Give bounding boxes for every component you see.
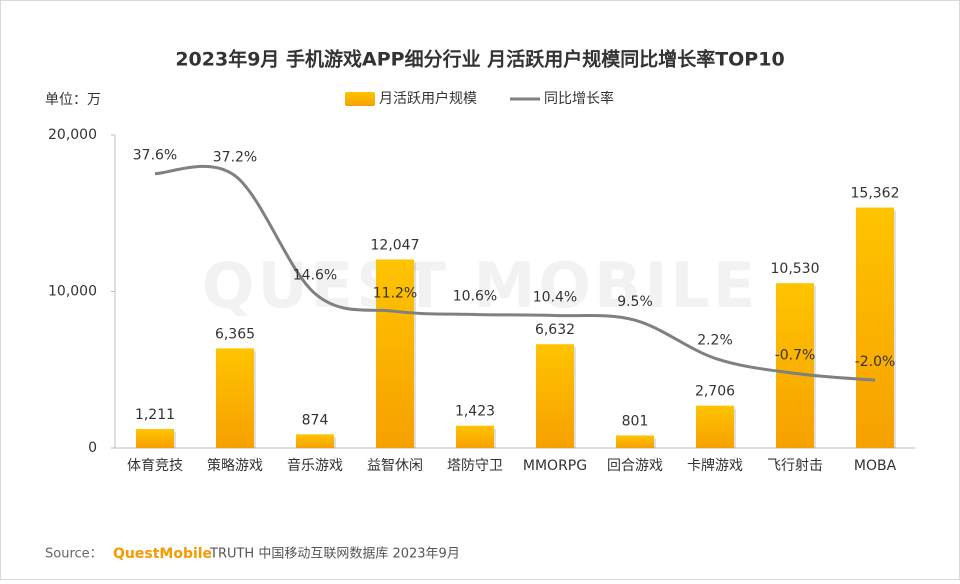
bar xyxy=(776,283,814,448)
line-value-label: 10.4% xyxy=(533,289,577,305)
line-value-label: -0.7% xyxy=(775,347,816,363)
bar xyxy=(616,435,654,448)
line xyxy=(154,164,876,382)
bar-value-label: 801 xyxy=(622,413,649,429)
source-brand: QuestMobile xyxy=(113,546,212,562)
bar xyxy=(376,259,414,448)
bar xyxy=(856,207,894,448)
bar-value-label: 874 xyxy=(302,412,329,428)
bar xyxy=(296,434,334,448)
legend-swatch xyxy=(345,92,375,106)
x-tick-label: 卡牌游戏 xyxy=(687,457,743,474)
line-value-label: 11.2% xyxy=(373,285,417,301)
bar xyxy=(536,344,574,448)
line-value-label: 9.5% xyxy=(617,294,653,310)
y-tick-label: 20,000 xyxy=(48,127,97,143)
x-tick-label: 飞行射击 xyxy=(767,458,823,474)
line-value-label: -2.0% xyxy=(855,354,896,370)
x-tick-label: 塔防守卫 xyxy=(447,458,503,474)
bar-value-label: 12,047 xyxy=(371,237,420,253)
x-tick-label: 回合游戏 xyxy=(607,458,663,474)
line-value-label: 37.6% xyxy=(133,148,177,164)
y-tick-label: 0 xyxy=(88,440,97,456)
x-tick-label: 体育竞技 xyxy=(127,457,183,474)
x-tick-label: 音乐游戏 xyxy=(287,457,343,474)
line-value-label: 37.2% xyxy=(213,150,257,166)
bar xyxy=(216,348,254,448)
line-value-label: 14.6% xyxy=(293,268,337,284)
bar-value-label: 6,365 xyxy=(215,326,255,342)
x-tick-label: 策略游戏 xyxy=(207,457,263,474)
bar-value-label: 15,362 xyxy=(851,186,900,202)
bar xyxy=(696,405,734,448)
bar-value-label: 2,706 xyxy=(695,384,735,400)
watermark: QUEST MOBILE xyxy=(202,249,759,322)
x-tick-label: MOBA xyxy=(854,458,897,474)
y-tick-label: 10,000 xyxy=(48,284,97,300)
bar-value-label: 10,530 xyxy=(771,261,820,277)
bar-value-label: 6,632 xyxy=(535,322,575,338)
bar xyxy=(136,429,174,448)
source-text: TRUTH 中国移动互联网数据库 2023年9月 xyxy=(209,546,460,562)
legend-label: 月活跃用户规模 xyxy=(379,90,477,107)
line-value-label: 10.6% xyxy=(453,288,497,304)
bar-value-label: 1,423 xyxy=(455,404,495,420)
legend-label: 同比增长率 xyxy=(544,90,614,107)
x-tick-label: MMORPG xyxy=(523,458,587,474)
unit-label: 单位：万 xyxy=(45,92,101,108)
bar-value-label: 1,211 xyxy=(135,407,175,423)
x-tick-label: 益智休闲 xyxy=(367,458,423,474)
chart-title: 2023年9月 手机游戏APP细分行业 月活跃用户规模同比增长率TOP10 xyxy=(175,48,784,71)
source-prefix: Source： xyxy=(45,547,103,562)
line-value-label: 2.2% xyxy=(697,332,733,348)
bar xyxy=(456,425,494,448)
